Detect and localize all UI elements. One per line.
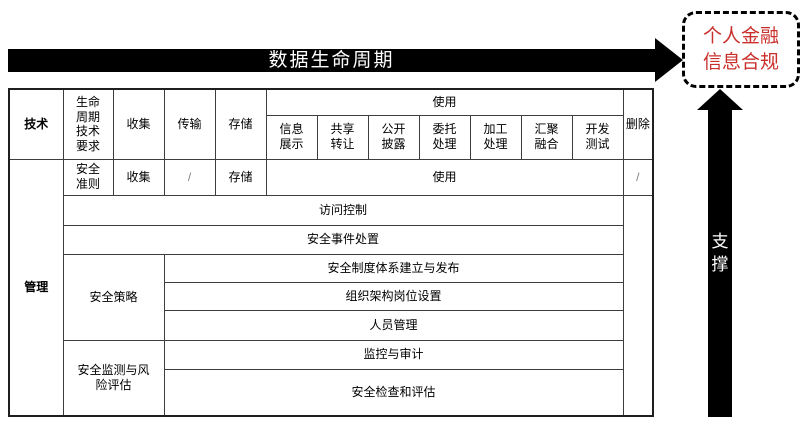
cell-personnel-management: 人员管理 — [163, 309, 624, 341]
cell-monitor-risk-group: 安全监测与风 险评估 — [62, 339, 165, 417]
group-cell-tech: 技术 — [8, 88, 64, 160]
header-cell-lifecycle-requirements: 生命 周期 技术 要求 — [62, 88, 114, 160]
cell-rules-transmit-na: / — [163, 158, 216, 196]
cell-access-control: 访问控制 — [62, 194, 624, 226]
table-row: 技术 生命 周期 技术 要求 收集 传输 存储 使用 删除 — [8, 88, 654, 160]
cell-security-rules: 安全 准则 — [62, 158, 114, 196]
lifecycle-arrow-head-icon — [655, 38, 683, 82]
cell-rules-use: 使用 — [265, 158, 624, 196]
support-arrow-label: 支 撑 — [711, 232, 729, 274]
header-cell-processing: 加工 处理 — [469, 114, 522, 160]
cell-rules-collect: 收集 — [112, 158, 165, 196]
table-row: 人员管理 — [9, 309, 653, 341]
lifecycle-arrow-shaft — [8, 49, 655, 72]
group-cell-management: 管理 — [8, 158, 64, 417]
header-cell-collect: 收集 — [112, 88, 165, 160]
header-cell-share-transfer: 共享 转让 — [316, 114, 369, 160]
support-arrow-head-icon — [697, 89, 743, 110]
table-row: 管理 安全 准则 收集 / 存储 使用 / — [8, 158, 654, 417]
cell-security-check-assessment: 安全检查和评估 — [163, 368, 624, 417]
cell-org-structure: 组织架构岗位设置 — [163, 281, 624, 311]
table-row: 安全监测与风 险评估 监控与审计 — [9, 339, 653, 417]
table-row: 安全事件处置 — [9, 224, 653, 255]
header-cell-public-disclosure: 公开 披露 — [367, 114, 420, 160]
header-cell-entrusted-processing: 委托 处理 — [418, 114, 471, 160]
header-cell-use: 使用 — [265, 88, 624, 116]
header-cell-transmit: 传输 — [163, 88, 216, 160]
table-row: 安全检查和评估 — [9, 368, 653, 417]
requirements-table: 技术 生命 周期 技术 要求 收集 传输 存储 使用 删除 信息 展示 共享 转… — [8, 88, 655, 417]
header-cell-info-display: 信息 展示 — [265, 114, 318, 160]
header-cell-dev-test: 开发 测试 — [571, 114, 624, 160]
cell-rules-store: 存储 — [214, 158, 267, 196]
header-cell-aggregation-fusion: 汇聚 融合 — [520, 114, 573, 160]
support-arrow-shaft — [708, 109, 732, 417]
cell-incident-response: 安全事件处置 — [62, 224, 624, 255]
cell-security-policy-group: 安全策略 — [62, 253, 165, 341]
header-cell-delete: 删除 — [622, 88, 654, 160]
cell-policy-system: 安全制度体系建立与发布 — [163, 253, 624, 283]
table-row: 访问控制 — [9, 194, 653, 226]
lifecycle-arrow-label: 数据生命周期 — [268, 50, 395, 71]
compliance-box: 个人金融 信息合规 — [682, 11, 800, 88]
table-row: 信息 展示 共享 转让 公开 披露 委托 处理 加工 处理 汇聚 融合 开发 测… — [9, 114, 653, 160]
cell-monitoring-audit: 监控与审计 — [163, 339, 624, 370]
header-cell-store: 存储 — [214, 88, 267, 160]
table-row: 安全策略 安全制度体系建立与发布 — [9, 253, 653, 341]
cell-rules-delete-na: / — [622, 158, 654, 196]
